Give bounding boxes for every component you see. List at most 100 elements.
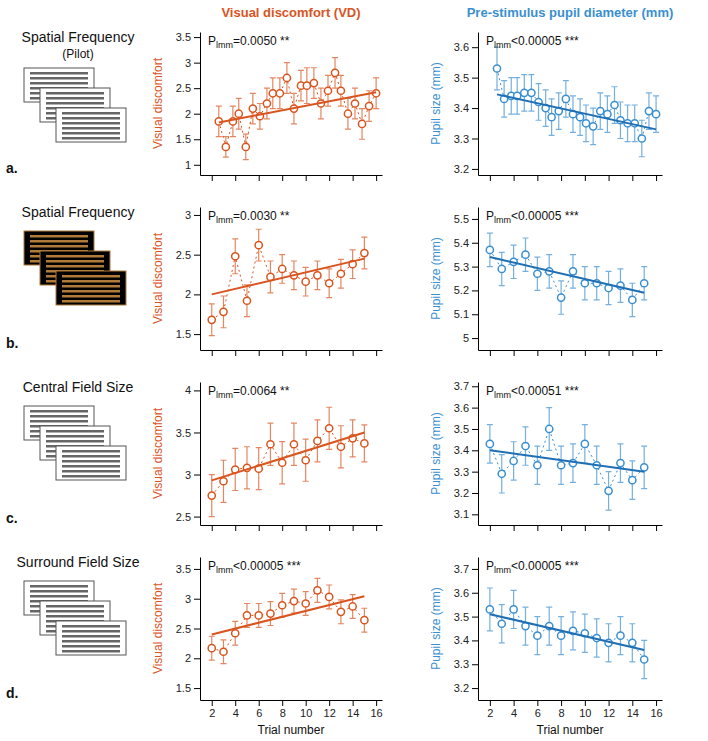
error-bar bbox=[563, 81, 569, 118]
error-bar bbox=[617, 269, 623, 302]
x-axis-title: Trial number bbox=[258, 723, 325, 737]
data-point bbox=[534, 462, 541, 469]
error-bar bbox=[326, 269, 332, 298]
error-bar bbox=[361, 237, 367, 269]
y-axis-title: Visual discomfort bbox=[151, 57, 165, 149]
error-bar bbox=[352, 88, 358, 119]
data-line bbox=[212, 590, 365, 651]
data-point bbox=[604, 111, 611, 118]
data-point bbox=[232, 630, 239, 637]
tick-mark bbox=[194, 139, 200, 140]
icon-stripe bbox=[62, 455, 120, 458]
tick-mark bbox=[259, 525, 260, 531]
error-bar bbox=[361, 425, 367, 462]
fit-line bbox=[490, 450, 644, 471]
error-bar bbox=[267, 423, 273, 465]
fit-line bbox=[219, 92, 376, 122]
tick-mark bbox=[472, 338, 478, 339]
fit-line bbox=[212, 259, 365, 295]
tick-mark bbox=[282, 700, 283, 706]
tick-mark bbox=[353, 350, 354, 356]
x-axis bbox=[201, 350, 383, 356]
tick-mark bbox=[306, 350, 307, 356]
tick bbox=[212, 350, 213, 356]
data-line bbox=[497, 69, 656, 139]
tick bbox=[490, 350, 491, 356]
tick-mark bbox=[212, 525, 213, 531]
tick-mark bbox=[472, 472, 478, 473]
tick: 4 bbox=[511, 700, 517, 719]
panel-letter: c. bbox=[6, 510, 18, 526]
tick bbox=[235, 525, 236, 531]
error-bar bbox=[209, 475, 215, 517]
annotation-symbol: P bbox=[208, 209, 216, 223]
y-axis-title: Visual discomfort bbox=[151, 232, 165, 324]
tick-label: 5.5 bbox=[454, 213, 469, 225]
annotation: Plmm<0.00005 *** bbox=[486, 209, 579, 225]
tick bbox=[353, 525, 354, 531]
tick-mark bbox=[472, 138, 478, 139]
error-bar bbox=[558, 617, 564, 655]
tick-label: 3.7 bbox=[454, 563, 469, 575]
tick-mark bbox=[194, 475, 200, 476]
tick-mark bbox=[235, 175, 236, 181]
tick: 5.3 bbox=[454, 261, 478, 273]
annotation-subscript: lmm bbox=[494, 40, 511, 50]
x-axis bbox=[201, 525, 383, 531]
annotation-symbol: P bbox=[486, 34, 494, 48]
tick-mark bbox=[235, 350, 236, 356]
tick bbox=[609, 175, 610, 181]
annotation-symbol: P bbox=[486, 384, 494, 398]
data-point bbox=[324, 87, 331, 94]
tick bbox=[282, 175, 283, 181]
tick-label: 5 bbox=[463, 332, 469, 344]
error-bar bbox=[546, 607, 552, 645]
data-point bbox=[641, 656, 648, 663]
tick-mark bbox=[472, 514, 478, 515]
data-point bbox=[349, 603, 356, 610]
error-bar bbox=[209, 304, 215, 336]
data-point bbox=[208, 316, 215, 323]
tick: 3.1 bbox=[454, 508, 478, 520]
annotation: Plmm<0.00005 *** bbox=[208, 559, 301, 575]
tick-mark bbox=[212, 350, 213, 356]
x-axis: 246810121416 bbox=[201, 700, 383, 719]
tick: 3.5 bbox=[176, 31, 200, 43]
chart: 3.13.23.33.43.53.63.7Plmm<0.00051 ***Pup… bbox=[429, 380, 663, 531]
icon-stripe bbox=[46, 97, 104, 100]
tick bbox=[306, 525, 307, 531]
fit-line bbox=[212, 432, 365, 480]
error-bar bbox=[617, 617, 623, 655]
error-bar bbox=[558, 281, 564, 314]
tick-mark bbox=[194, 432, 200, 433]
error-bar bbox=[350, 250, 356, 279]
tick: 3 bbox=[185, 209, 200, 221]
tick: 3.2 bbox=[454, 682, 478, 694]
tick: 2 bbox=[185, 108, 200, 120]
error-bar bbox=[361, 608, 367, 632]
data-point bbox=[510, 457, 517, 464]
annotation-subscript: lmm bbox=[494, 565, 511, 575]
tick bbox=[353, 175, 354, 181]
tick-mark bbox=[537, 700, 538, 706]
tick: 3.7 bbox=[454, 563, 478, 575]
tick-mark bbox=[306, 525, 307, 531]
error-bar bbox=[612, 87, 618, 124]
plot-area bbox=[208, 407, 368, 516]
tick bbox=[585, 350, 586, 356]
error-bar bbox=[570, 444, 576, 482]
data-point bbox=[521, 89, 528, 96]
tick-mark bbox=[472, 243, 478, 244]
icon-stripe bbox=[62, 122, 120, 125]
y-axis: 1.522.533.5 bbox=[176, 558, 201, 701]
tick bbox=[235, 350, 236, 356]
error-bar bbox=[243, 134, 249, 160]
axis-line bbox=[478, 383, 479, 526]
data-point bbox=[314, 587, 321, 594]
error-bar bbox=[653, 96, 659, 133]
error-bar bbox=[570, 612, 576, 650]
error-bar bbox=[277, 78, 283, 109]
tick bbox=[212, 175, 213, 181]
error-bar bbox=[257, 104, 263, 130]
tick-mark bbox=[472, 78, 478, 79]
